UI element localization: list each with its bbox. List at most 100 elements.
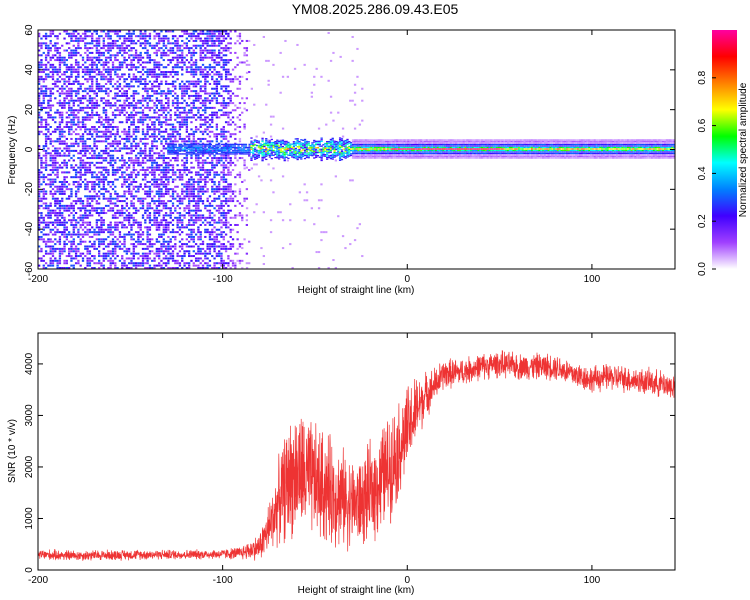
spectrogram-cell <box>229 123 232 126</box>
spectrogram-cell <box>167 37 170 40</box>
spectrogram-cell <box>128 97 131 100</box>
spectrogram-cell <box>144 173 147 176</box>
spectrogram-cell <box>49 173 52 176</box>
spectrogram-cell <box>109 35 112 38</box>
spectrogram-cell <box>47 102 50 105</box>
spectrogram-cell <box>86 252 89 255</box>
spectrogram-cell <box>222 54 225 57</box>
spectrogram-cell <box>153 75 156 78</box>
spectrogram-cell <box>121 137 124 140</box>
spectrogram-cell <box>141 216 145 219</box>
spectrogram-cell <box>183 85 186 88</box>
spectrogram-cell <box>86 188 89 191</box>
spectrogram-cell <box>185 47 189 50</box>
spectrogram-cell <box>178 200 182 203</box>
spectrogram-cell <box>144 257 147 260</box>
spectrogram-cell <box>211 51 214 54</box>
spectrogram-cell <box>164 245 168 248</box>
spectrogram-cell <box>176 164 179 167</box>
spectrogram-cell <box>116 171 119 174</box>
spectrogram-cell <box>65 30 68 33</box>
spectrogram-cell <box>185 233 189 236</box>
spectrogram-cell <box>81 173 85 176</box>
spectrogram-cell <box>40 75 43 78</box>
spectrogram-cell <box>132 207 135 210</box>
spectrogram-cell <box>100 75 103 78</box>
spectrogram-cell <box>204 111 207 114</box>
spectrogram-cell <box>68 147 71 150</box>
spectrogram-cell <box>194 207 198 210</box>
spectrogram-cell <box>158 61 161 64</box>
spectrogram-cell <box>215 252 219 255</box>
spectrogram-cell <box>74 123 78 126</box>
spectrogram-cell <box>77 133 80 136</box>
spectrogram-cell <box>49 154 52 157</box>
spectrogram-cell <box>111 63 115 66</box>
spectrogram-cell <box>139 51 142 54</box>
spectrogram-cell <box>243 167 246 170</box>
spectrogram-cell <box>194 202 198 205</box>
spectrogram-cell <box>137 235 140 238</box>
spectrogram-cell <box>139 99 142 102</box>
spectrogram-cell <box>98 51 101 54</box>
spectrogram-cell <box>183 190 186 193</box>
spectrogram-cell <box>70 97 73 100</box>
spectrogram-cell <box>220 245 223 248</box>
spectrogram-cell <box>63 99 66 102</box>
spectrogram-cell <box>178 87 182 90</box>
spectrogram-cell <box>109 164 112 167</box>
spectrogram-cell <box>144 35 147 38</box>
spectrogram-cell <box>243 197 246 200</box>
spectrogram-cell <box>91 116 94 119</box>
spectrogram-cell <box>56 171 59 174</box>
spectrogram-cell <box>79 87 82 90</box>
spectrogram-cell <box>146 54 149 57</box>
spectrogram-cell <box>220 35 223 38</box>
spectrogram-cell <box>93 63 96 66</box>
spectrogram-cell <box>153 125 156 128</box>
spectrogram-cell <box>134 154 138 157</box>
spectrogram-cell <box>128 116 131 119</box>
spectrogram-cell <box>114 202 117 205</box>
spectrogram-cell <box>88 87 92 90</box>
spectrogram-cell <box>185 135 189 138</box>
spectrogram-cell <box>234 123 237 126</box>
spectrogram-cell <box>160 202 163 205</box>
spectrogram-cell <box>208 252 212 255</box>
spectrogram-cell <box>351 99 354 102</box>
spectrogram-cell <box>146 252 149 255</box>
spectrogram-cell <box>54 185 57 188</box>
spectrogram-cell <box>40 200 43 203</box>
spectrogram-cell <box>38 216 41 219</box>
spectrogram-cell <box>111 214 115 217</box>
spectrogram-cell <box>49 39 52 42</box>
spectrogram-cell <box>188 94 191 97</box>
spectrogram-cell <box>125 204 129 207</box>
spectrogram-cell <box>68 102 71 105</box>
spectrogram-cell <box>128 188 131 191</box>
spectrogram-cell <box>111 202 115 205</box>
spectrogram-cell <box>164 178 168 181</box>
spectrogram-cell <box>204 152 207 155</box>
spectrogram-cell <box>86 59 89 62</box>
spectrogram-cell <box>58 214 62 217</box>
spectrogram-cell <box>49 63 52 66</box>
spectrogram-cell <box>111 255 115 258</box>
spectrogram-cell <box>137 238 140 241</box>
spectrogram-cell <box>98 116 101 119</box>
spectrogram-cell <box>241 75 244 78</box>
spectrogram-cell <box>167 262 170 265</box>
spectrogram-cell <box>137 197 140 200</box>
spectrogram-cell <box>197 66 200 69</box>
spectrogram-cell <box>130 149 133 152</box>
spectrogram-cell <box>201 188 205 191</box>
spectrogram-cell <box>213 250 216 253</box>
spectrogram-cell <box>155 66 159 69</box>
spectrogram-cell <box>190 59 193 62</box>
spectrogram-cell <box>181 247 184 250</box>
spectrogram-cell <box>151 44 154 47</box>
spectrogram-cell <box>58 142 62 145</box>
spectrogram-cell <box>218 240 221 243</box>
spectrogram-cell <box>199 185 202 188</box>
spectrogram-cell <box>40 250 43 253</box>
